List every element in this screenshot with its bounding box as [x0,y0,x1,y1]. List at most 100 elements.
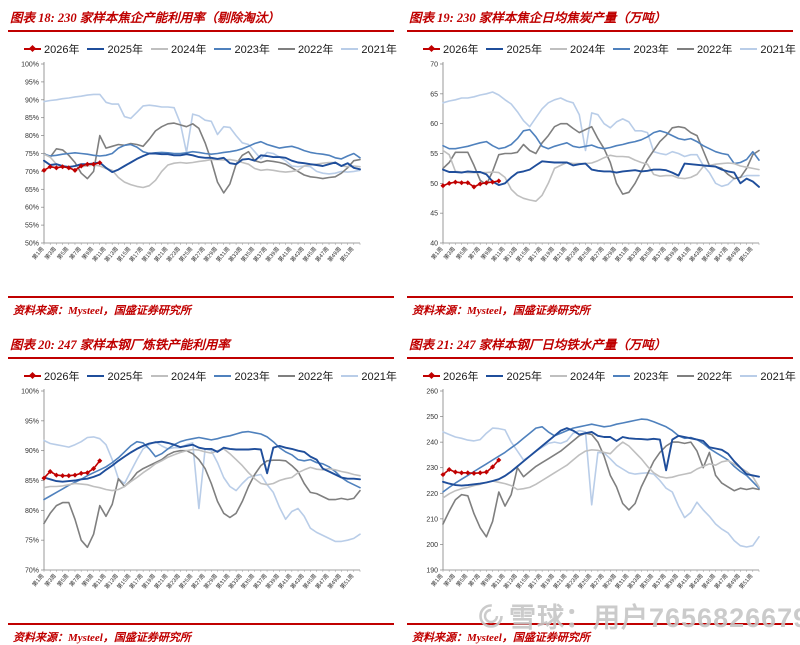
chart-legend: 2026年 2025年 2024年 2023年 2022年 2021年 [423,41,796,57]
svg-text:65%: 65% [25,187,39,194]
legend-label: 2022年 [297,44,334,56]
svg-text:第1周: 第1周 [429,572,444,588]
svg-text:70: 70 [430,62,438,69]
title-divider [407,357,793,359]
legend-swatch-2022 [277,48,295,50]
legend-swatch-2026 [423,371,440,380]
svg-text:第51周: 第51周 [338,245,355,263]
svg-text:95%: 95% [25,418,39,425]
svg-text:第5周: 第5周 [454,245,469,261]
source-text: 资料来源：Mysteel，国盛证券研究所 [412,305,590,317]
legend-label: 2026年 [44,44,80,56]
source-text: 资料来源：Mysteel，国盛证券研究所 [13,632,191,644]
legend-item-2025: 2025年 [87,368,143,384]
legend-item-2026: 2026年 [423,368,478,384]
svg-text:75%: 75% [25,538,39,545]
legend-label: 2023年 [234,44,270,56]
svg-text:200: 200 [426,542,438,549]
svg-text:第3周: 第3周 [442,572,457,588]
svg-text:第3周: 第3周 [442,245,457,261]
line-chart-utilization-iron: 70%75%80%85%90%95%100%第1周第3周第5周第7周第9周第11… [21,389,361,591]
legend-swatch-2025 [486,48,504,50]
svg-text:第7周: 第7周 [67,245,82,261]
svg-text:第51周: 第51周 [737,572,754,590]
svg-text:第1周: 第1周 [429,245,444,261]
legend-label: 2025年 [506,44,542,56]
legend-swatch-2026 [423,44,440,53]
legend-item-2022: 2022年 [676,368,733,384]
svg-text:第5周: 第5周 [55,572,70,588]
legend-label: 2022年 [696,371,733,383]
legend-swatch-2022 [676,375,694,377]
legend-swatch-2025 [87,48,105,50]
legend-item-2021: 2021年 [740,41,796,57]
legend-label: 2021年 [760,371,796,383]
source-divider [407,296,793,298]
legend-item-2023: 2023年 [214,368,270,384]
svg-text:190: 190 [426,568,438,575]
legend-item-2022: 2022年 [277,368,333,384]
svg-text:第3周: 第3周 [43,572,58,588]
svg-text:第3周: 第3周 [43,245,58,261]
title-divider [8,357,394,359]
legend-item-2026: 2026年 [423,41,478,57]
svg-text:260: 260 [426,389,438,396]
legend-item-2024: 2024年 [549,41,605,57]
svg-text:85%: 85% [25,478,39,485]
legend-item-2021: 2021年 [341,41,397,57]
svg-text:45: 45 [430,211,438,218]
legend-label: 2022年 [696,44,733,56]
title-divider [407,30,793,32]
legend-item-2024: 2024年 [150,368,207,384]
svg-text:100%: 100% [21,62,39,69]
svg-text:第51周: 第51周 [338,572,355,590]
legend-label: 2026年 [44,371,80,383]
svg-text:210: 210 [426,516,438,523]
legend-item-2024: 2024年 [150,41,206,57]
legend-swatch-2021 [341,48,359,50]
legend-label: 2023年 [633,44,669,56]
legend-swatch-2023 [214,48,232,50]
line-chart-coke-output: 40455055606570第1周第3周第5周第7周第9周第11周第13周第15… [429,62,760,264]
legend-item-2023: 2023年 [613,41,669,57]
legend-item-2025: 2025年 [486,41,542,57]
legend-item-2022: 2022年 [277,41,334,57]
legend-label: 2021年 [361,371,397,383]
legend-item-2025: 2025年 [87,41,143,57]
legend-item-2025: 2025年 [486,368,542,384]
svg-text:第7周: 第7周 [466,572,481,588]
line-chart-utilization-coke: 50% 55% 60% 65% 70% 75% 80% 85% 90% 95% 100% 第1周第3周… [21,62,361,264]
legend-item-2023: 2023年 [214,41,270,57]
svg-text:第1周: 第1周 [30,572,45,588]
legend-label: 2025年 [107,371,143,383]
svg-text:90%: 90% [25,97,39,104]
legend-swatch-2023 [613,48,631,50]
legend-swatch-2026 [24,371,41,380]
chart-title: 图表 19: 230 家样本焦企日均焦炭产量（万吨） [409,11,667,25]
source-divider [8,296,394,298]
legend-swatch-2022 [277,375,295,377]
legend-swatch-2025 [486,375,504,377]
legend-label: 2021年 [760,44,796,56]
legend-swatch-2024 [150,48,168,50]
svg-text:50: 50 [430,181,438,188]
svg-text:220: 220 [426,491,438,498]
legend-swatch-2021 [740,48,758,50]
svg-text:65: 65 [430,91,438,98]
svg-text:55: 55 [430,151,438,158]
legend-label: 2023年 [633,371,669,383]
svg-text:第5周: 第5周 [454,572,469,588]
svg-text:80%: 80% [25,133,39,140]
legend-swatch-2024 [549,375,567,377]
svg-text:85%: 85% [25,115,39,122]
xueqiu-watermark: 雪球：用户7656826679 [478,596,800,635]
legend-label: 2024年 [170,371,207,383]
svg-text:第5周: 第5周 [55,245,70,261]
source-divider [407,623,793,625]
legend-item-2021: 2021年 [740,368,796,384]
legend-swatch-2022 [676,48,694,50]
legend-swatch-2021 [341,375,359,377]
svg-text:75%: 75% [25,151,39,158]
chart-legend: 2026年 2025年 2024年 2023年 2022年 2021年 [24,41,397,57]
